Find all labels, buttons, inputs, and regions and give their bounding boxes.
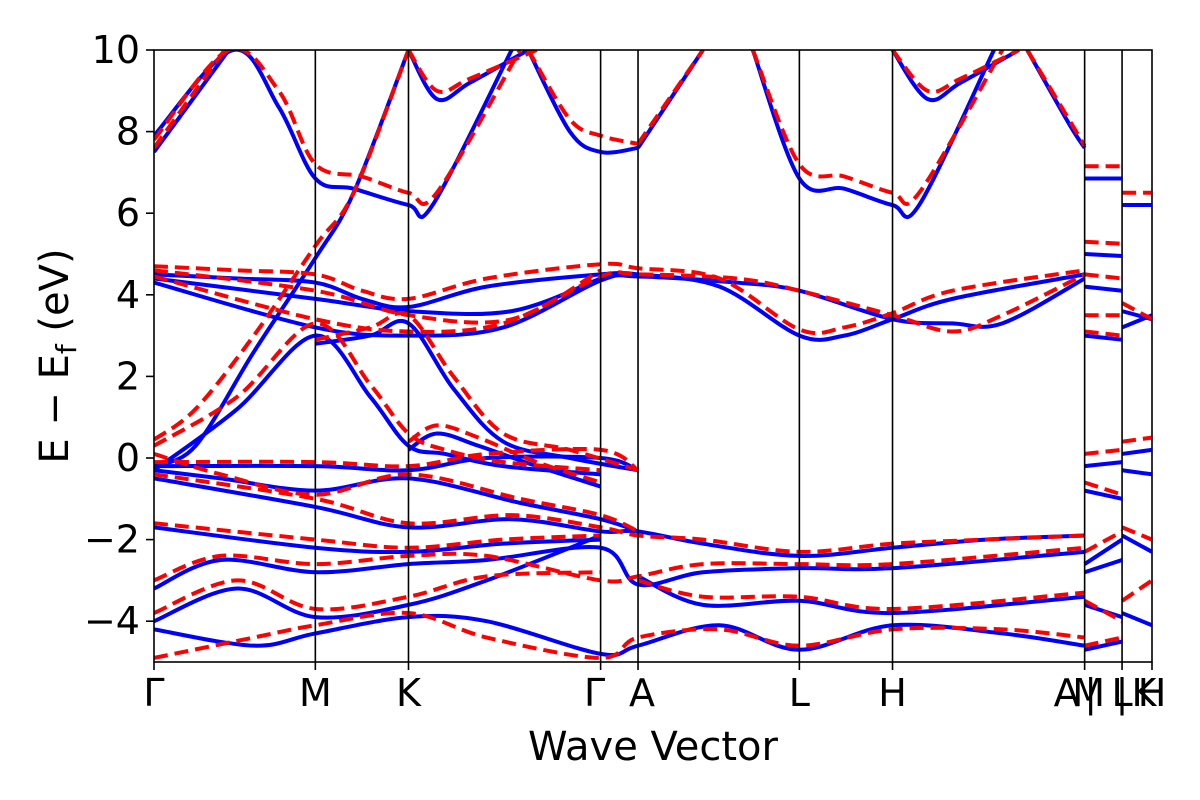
- dft-band-line-5: [750, 50, 1005, 206]
- model-band-line-62: [1084, 252, 1123, 259]
- model-band-line-41: [526, 50, 639, 155]
- model-band-line-59: [637, 574, 1085, 616]
- x-tick-label: K: [396, 671, 422, 715]
- dft-band-line-18: [154, 521, 601, 550]
- x-tick-label: M: [1072, 671, 1105, 715]
- model-band-line-60: [154, 613, 1085, 657]
- dft-band-line-14: [314, 311, 639, 473]
- model-band-line-64: [1084, 333, 1123, 342]
- y-tick-label: 0: [116, 436, 140, 480]
- x-tick-label: |: [1084, 671, 1097, 716]
- model-band-line-76: [1121, 533, 1152, 554]
- dft-band-line-35: [1121, 435, 1152, 444]
- model-band-line-38: [154, 50, 231, 154]
- model-band-line-50: [154, 333, 601, 477]
- dft-band-line-6: [890, 50, 1020, 94]
- dft-band-line-0: [154, 50, 522, 206]
- dft-band-line-31: [1083, 599, 1124, 623]
- y-tick-label: −4: [84, 599, 140, 643]
- model-band-line-54: [154, 468, 639, 534]
- x-axis-ticks: Γ M K Γ A L H AM| L| KH: [143, 662, 1166, 716]
- model-band-line-46: [154, 270, 1085, 342]
- dft-band-line-2: [406, 50, 538, 94]
- model-band-line-74: [1121, 447, 1152, 456]
- y-tick-label: 6: [116, 191, 140, 235]
- x-tick-label: L: [789, 671, 810, 715]
- x-tick-label: H: [1138, 671, 1167, 715]
- dft-band-line-37: [1120, 578, 1152, 603]
- model-band-line-77: [1121, 611, 1152, 628]
- model-band-line-65: [1084, 460, 1123, 469]
- y-tick-label: 8: [116, 110, 140, 154]
- model-band-line-75: [1121, 468, 1152, 477]
- dft-band-line-29: [1084, 480, 1123, 497]
- model-band-line-40: [406, 50, 530, 103]
- x-tick-label: L: [1111, 671, 1132, 715]
- dft-band-line-32: [1084, 635, 1123, 648]
- model-band-line-66: [1084, 488, 1123, 501]
- x-tick-label: |: [1116, 671, 1129, 716]
- x-tick-label: A: [1054, 671, 1080, 715]
- high-symmetry-lines: [314, 50, 1123, 662]
- dft-band-line-30: [1083, 529, 1124, 554]
- dft-band-line-17: [154, 472, 1085, 554]
- x-axis-label: Wave Vector: [528, 724, 779, 770]
- dft-band-line-27: [1084, 329, 1123, 338]
- model-band-line-68: [1084, 558, 1123, 575]
- model-band-line-63: [1084, 284, 1123, 293]
- band-lines: [154, 50, 1152, 660]
- dft-band-line-4: [636, 50, 705, 145]
- x-tick-label: Γ: [143, 671, 164, 715]
- model-band-line-56: [154, 525, 601, 555]
- dft-band-line-25: [1084, 272, 1123, 281]
- y-axis-label: E − Ef (eV): [32, 248, 83, 463]
- model-band-line-39: [154, 50, 514, 220]
- y-axis-label-subscript: f: [50, 343, 83, 354]
- y-tick-label: −2: [84, 518, 140, 562]
- y-tick-label: 4: [116, 273, 140, 317]
- y-tick-label: 10: [92, 28, 140, 72]
- model-band-line-43: [750, 50, 996, 220]
- model-band-line-57: [154, 545, 1085, 591]
- x-tick-label: Γ: [584, 671, 605, 715]
- y-axis-label-main: E − E: [32, 354, 78, 464]
- x-tick-label: H: [878, 671, 907, 715]
- x-tick-label: A: [629, 671, 655, 715]
- dft-band-line-20: [154, 570, 601, 615]
- dft-band-line-3: [526, 50, 639, 146]
- x-tick-label: M: [299, 671, 332, 715]
- dft-band-line-7: [1025, 50, 1087, 147]
- dft-band-line-34: [1121, 301, 1152, 322]
- model-band-line-53: [407, 431, 602, 489]
- plot-frame: [153, 49, 1153, 663]
- dft-band-line-15: [407, 423, 602, 485]
- dft-band-line-36: [1121, 525, 1152, 542]
- model-band-line-55: [154, 476, 1085, 558]
- y-axis-ticks: −4 −2 0 2 4 6 8 10: [84, 28, 154, 643]
- model-band-line-67: [1083, 537, 1124, 566]
- model-band-line-58: [154, 533, 602, 624]
- model-band-line-70: [1084, 639, 1123, 652]
- model-band-line-52: [315, 319, 639, 473]
- dft-band-line-21: [637, 578, 1085, 611]
- x-tick-label: K: [1132, 671, 1158, 715]
- dft-band-line-22: [154, 610, 1085, 660]
- dft-band-line-19: [154, 545, 1085, 584]
- dft-band-line-11: [154, 50, 411, 442]
- dft-band-line-24: [1084, 239, 1123, 246]
- dft-band-line-12: [154, 321, 601, 473]
- dft-band-line-28: [1084, 447, 1123, 456]
- y-axis-label-unit: (eV): [32, 248, 78, 344]
- y-tick-label: 2: [116, 354, 140, 398]
- model-band-line-48: [154, 273, 1086, 338]
